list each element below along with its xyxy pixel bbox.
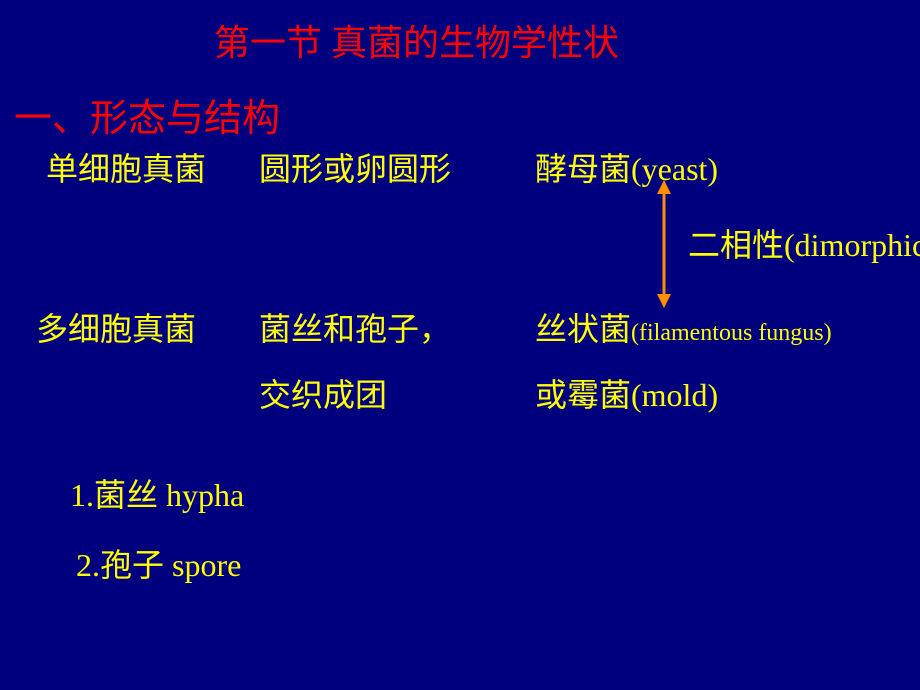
line1-col-c: 酵母菌(yeast)	[535, 144, 718, 190]
dimorphic-label: 二相性(dimorphic)	[688, 220, 920, 266]
line2-col-a: 多细胞真菌	[36, 304, 196, 350]
line3-col-a: 交织成团	[259, 370, 387, 416]
line1-col-b: 圆形或卵圆形	[259, 144, 451, 190]
line1-col-a: 单细胞真菌	[46, 144, 206, 190]
line2-c-main: 丝状菌	[535, 311, 631, 347]
slide-title: 第一节 真菌的生物学性状	[214, 14, 619, 66]
line2-col-b: 菌丝和孢子，	[259, 304, 451, 350]
list-item-2: 2.孢子 spore	[76, 540, 241, 586]
line3-col-b: 或霉菌(mold)	[535, 370, 718, 416]
line2-c-sub: (filamentous fungus)	[631, 320, 832, 346]
line2-col-c: 丝状菌(filamentous fungus)	[535, 304, 832, 350]
double-arrow-icon	[654, 180, 674, 308]
list-item-1: 1.菌丝 hypha	[70, 470, 244, 516]
section-heading-1: 一、形态与结构	[14, 87, 280, 142]
